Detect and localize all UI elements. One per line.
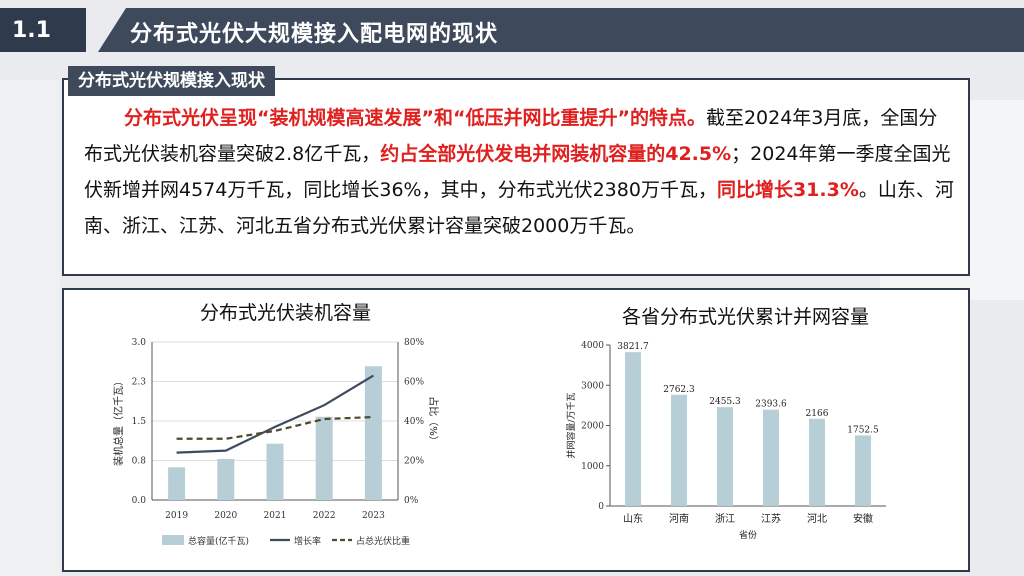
slide-title: 分布式光伏大规模接入配电网的现状 bbox=[130, 22, 499, 47]
bar-山东 bbox=[625, 352, 641, 506]
x-tick-label: 2023 bbox=[362, 511, 385, 521]
x-tick-label: 安徽 bbox=[853, 512, 873, 525]
data-label: 2762.3 bbox=[663, 385, 695, 395]
x-tick-label: 2021 bbox=[264, 511, 287, 521]
bar-河南 bbox=[671, 394, 687, 506]
x-tick-label: 2022 bbox=[313, 511, 336, 521]
data-label: 2166 bbox=[806, 409, 829, 419]
y-tick-label: 2.3 bbox=[132, 378, 147, 388]
bar-2022 bbox=[315, 416, 333, 500]
y2-tick-label: 20% bbox=[404, 457, 424, 467]
slide-header: 1.1 分布式光伏大规模接入配电网的现状 bbox=[0, 0, 1024, 60]
data-label: 2455.3 bbox=[709, 397, 741, 407]
bar-2019 bbox=[168, 467, 186, 500]
legend-swatch-bar bbox=[162, 535, 184, 545]
section-number-box: 1.1 bbox=[0, 8, 86, 52]
x-tick-label: 2020 bbox=[214, 511, 237, 521]
text-card bbox=[62, 78, 970, 276]
y-tick-label: 1.5 bbox=[132, 417, 147, 427]
data-label: 3821.7 bbox=[617, 342, 649, 352]
x-tick-label: 江苏 bbox=[761, 512, 781, 525]
highlight-text: 约占全部光伏发电并网装机容量的42.5% bbox=[380, 143, 732, 165]
growth-rate-line bbox=[176, 374, 374, 454]
bar-2021 bbox=[266, 443, 284, 500]
x-tick-label: 河北 bbox=[807, 513, 827, 525]
x-axis-label: 省份 bbox=[739, 529, 757, 541]
y-axis-label: 并网容量/万千瓦 bbox=[565, 392, 577, 458]
share-line bbox=[176, 415, 374, 440]
y-tick-label: 3.0 bbox=[132, 338, 147, 348]
highlight-text: 同比增长31.3% bbox=[716, 179, 859, 201]
body-text: ；2024年第一季度全国光伏新增并网4574万千瓦，同比增长36%，其中，分布式… bbox=[84, 143, 951, 201]
section-tag: 分布式光伏规模接入现状 bbox=[68, 66, 275, 96]
y2-tick-label: 60% bbox=[404, 378, 424, 388]
y2-tick-label: 40% bbox=[404, 417, 424, 427]
legend-label: 总容量(亿千瓦) bbox=[188, 535, 249, 547]
summary-paragraph: 分布式光伏呈现“装机规模高速发展”和“低压并网比重提升”的特点。截至2024年3… bbox=[84, 100, 954, 244]
title-band bbox=[98, 8, 1024, 52]
y2-tick-label: 80% bbox=[404, 338, 424, 348]
chart1-title: 分布式光伏装机容量 bbox=[200, 302, 372, 324]
y2-axis-label: 占比（%） bbox=[427, 396, 440, 446]
bar-河北 bbox=[809, 418, 825, 506]
x-tick-label: 山东 bbox=[623, 512, 643, 525]
y-tick-label: 0.0 bbox=[132, 496, 147, 506]
bar-2023 bbox=[364, 366, 382, 500]
legend-label: 占总光伏比重 bbox=[356, 535, 410, 547]
x-tick-label: 2019 bbox=[165, 511, 188, 521]
bar-安徽 bbox=[855, 435, 871, 506]
body-text: 截至2024年3月底，全国分布式光伏装机容量突破2.8亿千瓦， bbox=[84, 107, 938, 165]
y-axis-label: 装机总量（亿千瓦） bbox=[112, 376, 125, 466]
capacity-chart: 0.0 0.8 1.5 2.3 3.0 0% 20% 40% 60% 80% 2019 2020 202… bbox=[112, 338, 440, 547]
y-tick-label: 3000 bbox=[581, 381, 604, 391]
y-tick-label: 0.8 bbox=[132, 457, 147, 467]
y-tick-label: 4000 bbox=[581, 341, 604, 351]
data-label: 2393.6 bbox=[755, 400, 787, 410]
y-tick-label: 1000 bbox=[581, 462, 604, 472]
data-label: 1752.5 bbox=[847, 425, 879, 435]
x-tick-label: 浙江 bbox=[715, 513, 735, 525]
y2-tick-label: 0% bbox=[404, 496, 419, 506]
background-panel bbox=[0, 80, 60, 576]
bar-江苏 bbox=[763, 409, 779, 506]
province-chart: 0 1000 2000 3000 4000 3821.7 山东 2762.3 河南 2455.3 浙… bbox=[565, 341, 886, 541]
legend-label: 增长率 bbox=[294, 535, 321, 547]
x-tick-label: 河南 bbox=[669, 512, 689, 525]
body-text: 。山东、河南、浙江、江苏、河北五省分布式光伏累计容量突破2000万千瓦。 bbox=[84, 179, 954, 237]
bar-浙江 bbox=[717, 407, 733, 506]
chart2-title: 各省分布式光伏累计并网容量 bbox=[622, 306, 870, 328]
bar-2020 bbox=[217, 458, 235, 500]
y-tick-label: 2000 bbox=[581, 422, 604, 432]
y-tick-label: 0 bbox=[598, 502, 604, 512]
section-number: 1.1 bbox=[12, 18, 51, 43]
highlight-text: 分布式光伏呈现“装机规模高速发展”和“低压并网比重提升”的特点。 bbox=[124, 107, 706, 129]
